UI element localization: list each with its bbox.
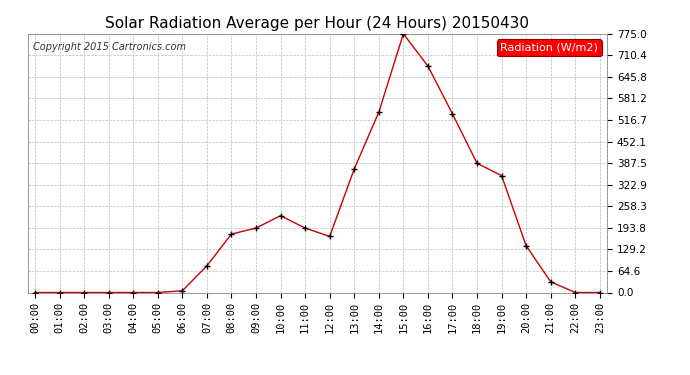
- Title: Solar Radiation Average per Hour (24 Hours) 20150430: Solar Radiation Average per Hour (24 Hou…: [106, 16, 529, 31]
- Legend: Radiation (W/m2): Radiation (W/m2): [497, 39, 602, 56]
- Text: Copyright 2015 Cartronics.com: Copyright 2015 Cartronics.com: [33, 42, 186, 51]
